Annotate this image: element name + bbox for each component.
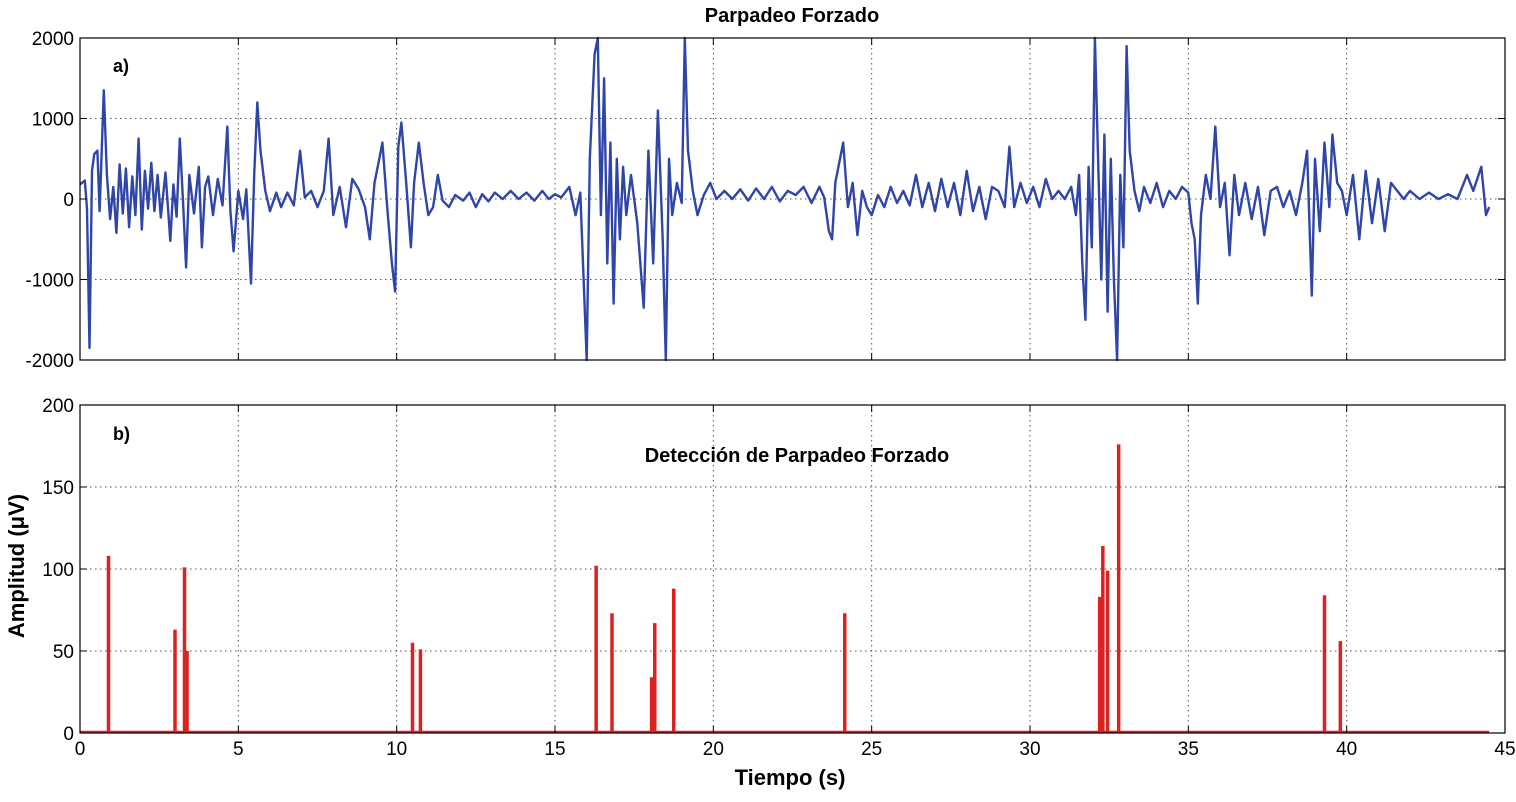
x-tick-label: 10 <box>386 739 407 760</box>
y-tick-label: 150 <box>42 478 74 499</box>
panel-signal: -2000 -1000 0 1000 2000 Parpadeo Forzado a) <box>25 5 1506 372</box>
x-axis-label: Tiempo (s) <box>735 765 846 790</box>
detection-series <box>80 444 1490 734</box>
x-tick-label: 45 <box>1494 739 1515 760</box>
ticks-detection: 0 5 10 15 20 25 30 35 40 45 0 50 100 150 200 <box>42 396 1515 760</box>
y-tick-label: 2000 <box>32 29 74 50</box>
y-tick-label: -2000 <box>25 351 74 372</box>
y-tick-label: 200 <box>42 396 74 417</box>
chart-title-detection: Detección de Parpadeo Forzado <box>645 445 950 467</box>
y-tick-label: 1000 <box>32 110 74 131</box>
y-tick-label: -1000 <box>25 271 74 292</box>
x-tick-label: 5 <box>233 739 244 760</box>
x-tick-label: 15 <box>544 739 565 760</box>
y-tick-label: 100 <box>42 560 74 581</box>
y-tick-label: 50 <box>53 642 74 663</box>
y-tick-label: 0 <box>63 190 74 211</box>
x-tick-label: 20 <box>703 739 724 760</box>
y-tick-label: 0 <box>63 724 74 745</box>
panel-label-b: b) <box>113 424 130 444</box>
x-tick-label: 35 <box>1178 739 1199 760</box>
signal-line <box>79 36 1491 362</box>
panel-detection: 0 5 10 15 20 25 30 35 40 45 0 50 100 150 200 Detección… <box>4 396 1516 790</box>
ticks-signal: -2000 -1000 0 1000 2000 <box>25 29 1506 372</box>
x-tick-label: 40 <box>1336 739 1357 760</box>
panel-label-a: a) <box>113 56 129 76</box>
x-tick-label: 25 <box>861 739 882 760</box>
x-tick-label: 30 <box>1019 739 1040 760</box>
chart-title-signal: Parpadeo Forzado <box>705 5 879 27</box>
y-axis-label: Amplitud (μV) <box>4 494 29 638</box>
x-tick-label: 0 <box>75 739 86 760</box>
signal-series <box>79 36 1491 362</box>
